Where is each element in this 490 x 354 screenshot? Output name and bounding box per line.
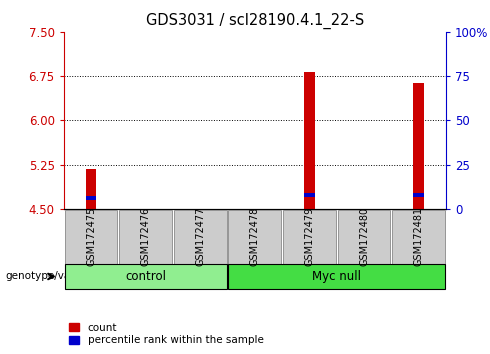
Text: GSM172475: GSM172475 <box>86 207 96 266</box>
Text: GSM172481: GSM172481 <box>414 207 423 266</box>
Text: GSM172480: GSM172480 <box>359 207 369 266</box>
Title: GDS3031 / scl28190.4.1_22-S: GDS3031 / scl28190.4.1_22-S <box>146 13 364 29</box>
Text: genotype/variation: genotype/variation <box>5 272 104 281</box>
Bar <box>86 169 96 209</box>
Bar <box>86 196 96 200</box>
Text: GSM172477: GSM172477 <box>195 207 205 266</box>
Bar <box>414 83 424 209</box>
Text: control: control <box>125 270 166 283</box>
Bar <box>304 193 315 197</box>
Bar <box>304 72 315 209</box>
Text: GSM172479: GSM172479 <box>304 207 315 266</box>
Legend: count, percentile rank within the sample: count, percentile rank within the sample <box>69 322 264 345</box>
Bar <box>414 193 424 197</box>
Text: GSM172476: GSM172476 <box>141 207 150 266</box>
Text: GSM172478: GSM172478 <box>250 207 260 266</box>
Text: Myc null: Myc null <box>312 270 361 283</box>
